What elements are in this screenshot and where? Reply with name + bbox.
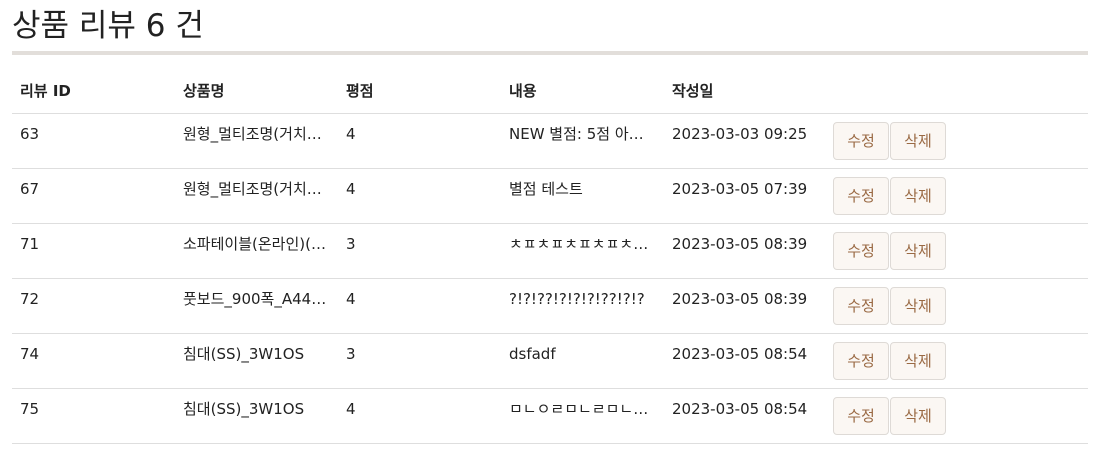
table-row: 71 소파테이블(온라인)(… 3 ㅊㅍㅊㅍㅊㅍㅊㅍㅊ… 2023-03-05 … [12,223,1088,279]
cell-review-id: 71 [12,223,175,279]
cell-product-name: 침대(SS)_3W1OS [175,333,338,389]
cell-rating: 3 [338,223,501,279]
content-text: 별점 테스트 [509,180,583,198]
cell-product-name: 풋보드_900폭_A441D [175,278,338,334]
content-text: NEW 별점: 5점 아주 … [509,125,656,143]
cell-review-id: 63 [12,113,175,169]
content-text: ㅁㄴㅇㄹㅁㄴㄹㅁㄴ… [509,400,649,418]
edit-button[interactable]: 수정 [833,177,889,215]
title-divider [12,51,1088,55]
rating-text: 4 [346,400,356,418]
product-name-text: 풋보드_900폭_A441D [183,290,330,308]
delete-button[interactable]: 삭제 [890,232,946,270]
edit-button[interactable]: 수정 [833,122,889,160]
cell-review-id: 74 [12,333,175,389]
created-at-text: 2023-03-05 08:39 [672,290,808,308]
cell-product-name: 원형_멀티조명(거치… [175,113,338,169]
product-name-text: 소파테이블(온라인)(… [183,235,326,253]
rating-text: 3 [346,345,356,363]
review-id-text: 67 [20,180,40,198]
created-at-text: 2023-03-05 08:54 [672,345,808,363]
cell-created-at: 2023-03-05 08:54 [664,333,827,389]
cell-content: dsfadf [501,333,664,389]
created-at-text: 2023-03-05 08:54 [672,400,808,418]
edit-button[interactable]: 수정 [833,287,889,325]
cell-actions: 수정 삭제 [827,113,1088,169]
cell-product-name: 소파테이블(온라인)(… [175,223,338,279]
cell-rating: 4 [338,113,501,169]
cell-rating: 4 [338,388,501,444]
delete-button[interactable]: 삭제 [890,122,946,160]
header-content: 내용 [501,67,664,114]
cell-created-at: 2023-03-05 08:39 [664,223,827,279]
review-id-text: 71 [20,235,40,253]
cell-product-name: 원형_멀티조명(거치… [175,168,338,224]
table-row: 74 침대(SS)_3W1OS 3 dsfadf 2023-03-05 08:5… [12,333,1088,389]
header-actions [827,67,1088,114]
table-row: 63 원형_멀티조명(거치… 4 NEW 별점: 5점 아주 … 2023-03… [12,113,1088,169]
cell-created-at: 2023-03-05 08:54 [664,388,827,444]
rating-text: 4 [346,290,356,308]
table-row: 75 침대(SS)_3W1OS 4 ㅁㄴㅇㄹㅁㄴㄹㅁㄴ… 2023-03-05 … [12,388,1088,444]
header-product-name: 상품명 [175,67,338,114]
header-rating: 평점 [338,67,501,114]
delete-button[interactable]: 삭제 [890,177,946,215]
table-row: 72 풋보드_900폭_A441D 4 ?!?!??!?!?!?!??!?!? … [12,278,1088,334]
edit-button[interactable]: 수정 [833,397,889,435]
cell-created-at: 2023-03-03 09:25 [664,113,827,169]
review-id-text: 74 [20,345,40,363]
review-table: 리뷰 ID 상품명 평점 내용 작성일 63 원형_멀티조명(거치… 4 NEW… [12,67,1088,444]
cell-rating: 4 [338,168,501,224]
delete-button[interactable]: 삭제 [890,397,946,435]
cell-review-id: 67 [12,168,175,224]
product-name-text: 원형_멀티조명(거치… [183,125,322,143]
cell-content: ?!?!??!?!?!?!??!?!? [501,278,664,334]
edit-button[interactable]: 수정 [833,232,889,270]
table-row: 67 원형_멀티조명(거치… 4 별점 테스트 2023-03-05 07:39… [12,168,1088,224]
cell-rating: 4 [338,278,501,334]
product-name-text: 침대(SS)_3W1OS [183,345,305,363]
product-name-text: 침대(SS)_3W1OS [183,400,305,418]
cell-actions: 수정 삭제 [827,223,1088,279]
cell-content: NEW 별점: 5점 아주 … [501,113,664,169]
content-text: dsfadf [509,345,556,363]
product-name-text: 원형_멀티조명(거치… [183,180,322,198]
cell-content: ㅁㄴㅇㄹㅁㄴㄹㅁㄴ… [501,388,664,444]
delete-button[interactable]: 삭제 [890,342,946,380]
header-created-at: 작성일 [664,67,827,114]
delete-button[interactable]: 삭제 [890,287,946,325]
page-title: 상품 리뷰 6 건 [12,8,204,44]
cell-created-at: 2023-03-05 07:39 [664,168,827,224]
edit-button[interactable]: 수정 [833,342,889,380]
rating-text: 4 [346,125,356,143]
header-review-id: 리뷰 ID [12,67,175,114]
cell-created-at: 2023-03-05 08:39 [664,278,827,334]
cell-actions: 수정 삭제 [827,388,1088,444]
created-at-text: 2023-03-05 07:39 [672,180,808,198]
cell-rating: 3 [338,333,501,389]
cell-review-id: 72 [12,278,175,334]
table-header-row: 리뷰 ID 상품명 평점 내용 작성일 [12,67,1088,114]
review-id-text: 72 [20,290,40,308]
cell-actions: 수정 삭제 [827,168,1088,224]
cell-content: ㅊㅍㅊㅍㅊㅍㅊㅍㅊ… [501,223,664,279]
cell-actions: 수정 삭제 [827,278,1088,334]
content-text: ㅊㅍㅊㅍㅊㅍㅊㅍㅊ… [509,235,649,253]
created-at-text: 2023-03-03 09:25 [672,125,808,143]
cell-content: 별점 테스트 [501,168,664,224]
content-text: ?!?!??!?!?!?!??!?!? [509,290,645,308]
created-at-text: 2023-03-05 08:39 [672,235,808,253]
review-id-text: 75 [20,400,40,418]
cell-actions: 수정 삭제 [827,333,1088,389]
review-id-text: 63 [20,125,40,143]
rating-text: 4 [346,180,356,198]
cell-product-name: 침대(SS)_3W1OS [175,388,338,444]
cell-review-id: 75 [12,388,175,444]
rating-text: 3 [346,235,356,253]
